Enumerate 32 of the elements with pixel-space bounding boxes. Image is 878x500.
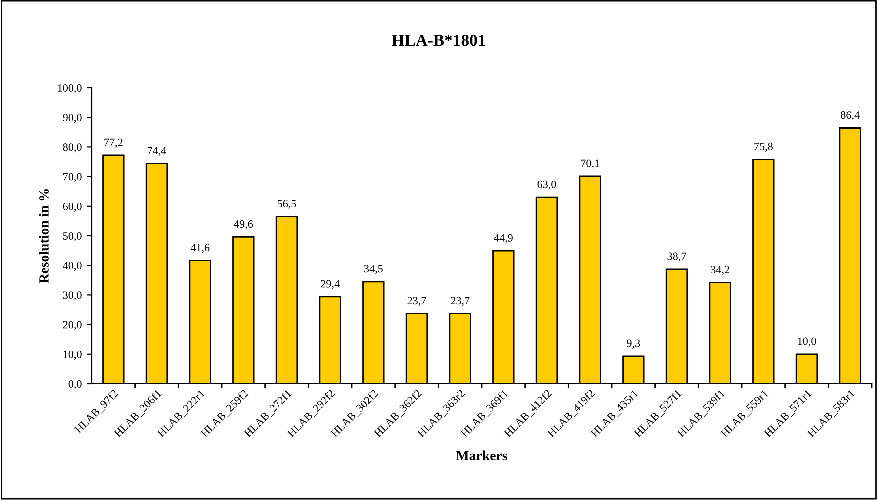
- y-tick-label: 50,0: [63, 232, 82, 242]
- x-axis-title: Markers: [456, 450, 508, 461]
- y-tick-label: 30,0: [63, 292, 82, 301]
- y-axis-title: Resolution in %: [39, 189, 49, 284]
- y-tick-label: 90,0: [63, 114, 82, 124]
- y-tick-label: 40,0: [63, 262, 82, 272]
- data-label: 75,8: [754, 142, 773, 152]
- data-label: 34,5: [364, 265, 383, 274]
- data-label: 38,7: [668, 252, 686, 262]
- y-tick-label: 60,0: [63, 202, 82, 212]
- y-tick-label: 0,0: [68, 380, 82, 390]
- y-tick-label: 10,0: [64, 350, 82, 360]
- y-tick-label: 100,0: [58, 84, 82, 94]
- data-label: 74,4: [148, 147, 167, 156]
- y-tick-label: 80,0: [63, 144, 82, 153]
- data-label: 44,9: [494, 234, 513, 244]
- data-label: 63,0: [538, 180, 556, 190]
- data-label: 23,7: [451, 297, 470, 306]
- data-label: 41,6: [190, 244, 210, 254]
- y-tick-label: 20,0: [63, 321, 82, 330]
- data-label: 23,7: [408, 297, 426, 306]
- data-label: 56,5: [278, 200, 296, 210]
- data-label: 34,2: [711, 266, 730, 276]
- data-label: 29,4: [321, 280, 340, 290]
- data-label: 10,0: [798, 338, 816, 347]
- data-label: 77,2: [104, 138, 123, 148]
- chart-title: HLA-B*1801: [392, 34, 486, 46]
- data-label: 70,1: [581, 160, 600, 169]
- y-tick-label: 70,0: [64, 173, 82, 182]
- data-label: 49,6: [234, 220, 254, 230]
- data-label: 9,3: [627, 340, 640, 349]
- data-label: 86,4: [841, 112, 860, 121]
